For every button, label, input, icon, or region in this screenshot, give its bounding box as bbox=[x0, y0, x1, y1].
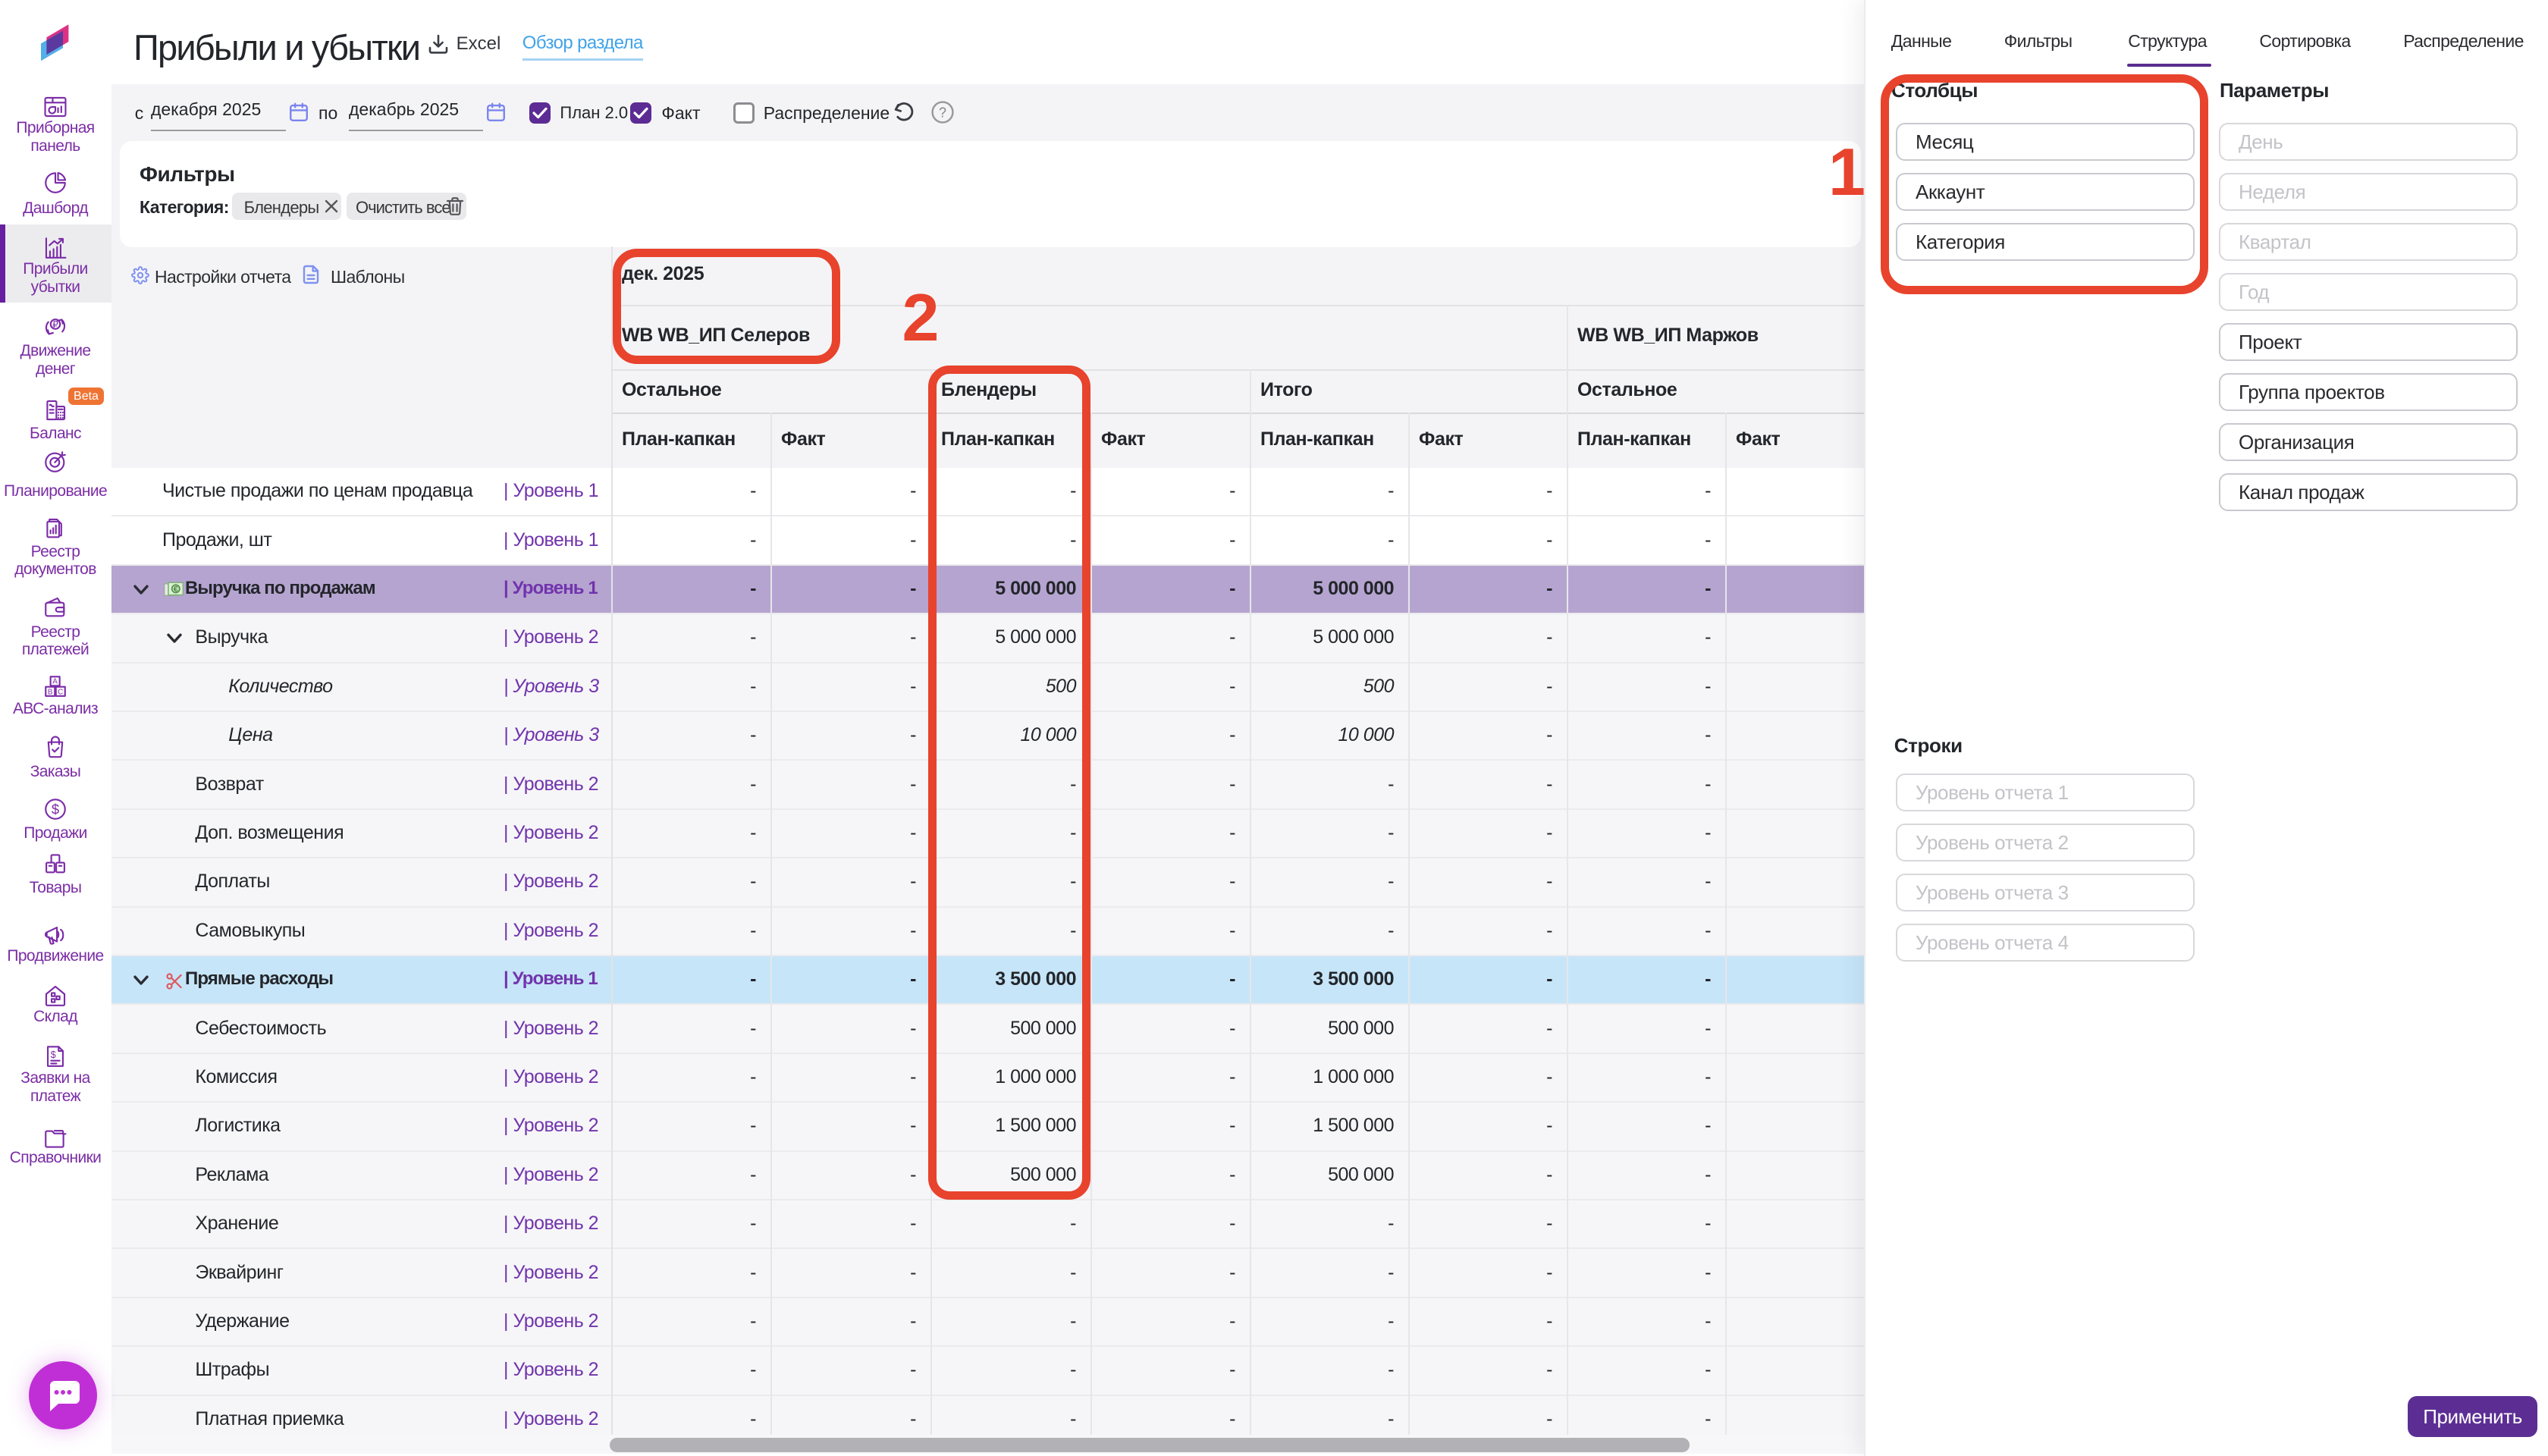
svg-text:?: ? bbox=[939, 105, 946, 120]
svg-text:C: C bbox=[58, 688, 63, 696]
svg-text:$: $ bbox=[52, 802, 59, 817]
svg-text:A: A bbox=[52, 678, 58, 686]
svg-text:$: $ bbox=[51, 1049, 56, 1060]
svg-text:B: B bbox=[48, 688, 53, 696]
svg-text:₽: ₽ bbox=[52, 319, 58, 330]
svg-text:€: € bbox=[174, 585, 178, 594]
